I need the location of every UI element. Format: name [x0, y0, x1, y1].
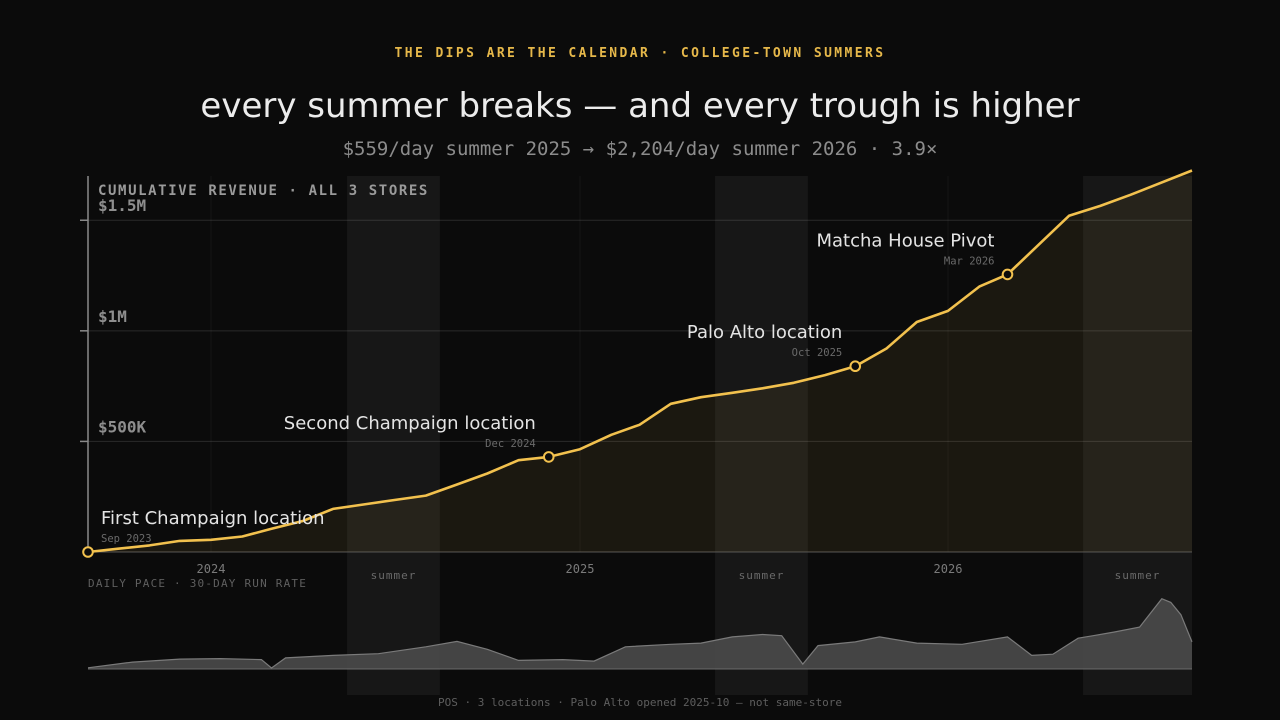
summer-band-label: summer [1115, 569, 1161, 582]
cumulative-revenue-line [87, 169, 1193, 554]
source-footnote: POS · 3 locations · Palo Alto opened 202… [438, 696, 842, 709]
x-tick-label: 2025 [566, 562, 595, 576]
milestone-marker [1001, 268, 1014, 281]
milestone-label: Matcha House Pivot [816, 230, 994, 251]
cumulative-revenue-area [88, 170, 1192, 552]
y-tick-label: $500K [98, 417, 147, 436]
milestone-date: Dec 2024 [485, 438, 536, 450]
summer-band-1 [715, 176, 808, 695]
x-tick-label: 2026 [934, 562, 963, 576]
chart-title: every summer breaks — and every trough i… [200, 86, 1080, 126]
milestone-marker [82, 546, 94, 558]
y-tick-label: $1.5M [98, 196, 146, 215]
summer-band-label: summer [371, 569, 417, 582]
panel-title: CUMULATIVE REVENUE · ALL 3 STORES [98, 183, 429, 199]
y-tick-label: $1M [98, 307, 127, 326]
chart-subtitle: $559/day summer 2025 → $2,204/day summer… [342, 138, 938, 160]
chart-kicker: THE DIPS ARE THE CALENDAR · COLLEGE-TOWN… [394, 46, 886, 61]
milestone-label: Palo Alto location [687, 322, 842, 343]
milestone-label: First Champaign location [101, 508, 325, 529]
summer-band-0 [347, 176, 440, 695]
x-tick-label: 2024 [197, 562, 226, 576]
pace-panel-title: DAILY PACE · 30-DAY RUN RATE [88, 577, 307, 590]
milestone-marker [542, 451, 555, 463]
milestone-date: Sep 2023 [101, 533, 152, 545]
daily-pace-area [88, 598, 1192, 669]
milestone-marker [849, 360, 862, 373]
milestone-date: Oct 2025 [792, 347, 843, 359]
summer-band-label: summer [739, 569, 785, 582]
milestone-label: Second Champaign location [284, 413, 536, 434]
daily-pace-line [87, 597, 1193, 669]
milestone-date: Mar 2026 [944, 255, 995, 267]
